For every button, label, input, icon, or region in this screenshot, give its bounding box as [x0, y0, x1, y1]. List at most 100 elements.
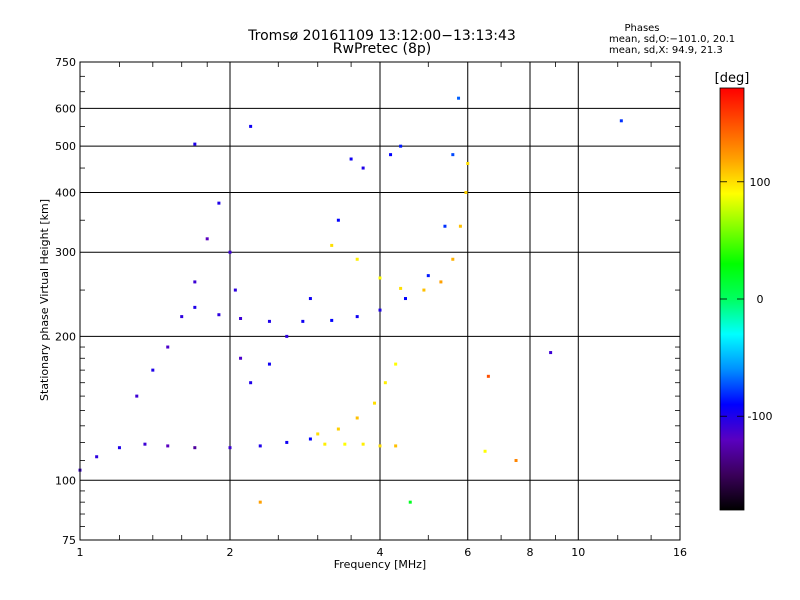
data-point-x-trace-upper	[330, 243, 334, 247]
data-point-arcs-mid-frequency	[285, 334, 289, 338]
data-point-spread-low-frequency	[180, 315, 184, 319]
data-point-spread-low-frequency	[193, 280, 197, 284]
data-point-arcs-mid-frequency	[361, 166, 365, 170]
data-point-o-trace-lower	[394, 444, 398, 448]
data-point-o-trace-lower	[361, 442, 365, 446]
data-point-o-trace-upper	[239, 316, 243, 320]
data-points	[78, 96, 623, 504]
data-point-o-trace-upper	[301, 319, 305, 323]
stats-x-line: mean, sd,X: 94.9, 21.3	[609, 45, 723, 56]
data-point-o-trace-lower	[193, 446, 197, 450]
data-point-x-trace-lower	[355, 416, 359, 420]
data-point-o-trace-lower	[323, 442, 327, 446]
data-point-spread-low-frequency	[239, 356, 243, 360]
y-tick-label: 600	[55, 102, 76, 115]
data-point-o-trace-lower	[166, 444, 170, 448]
data-point-spread-low-frequency	[233, 288, 237, 292]
x-tick-label: 16	[673, 546, 687, 559]
data-point-o-trace-lower	[228, 446, 232, 450]
data-point-spread-low-frequency	[166, 345, 170, 349]
data-point-isolated-points	[549, 351, 553, 355]
data-point-isolated-points	[249, 124, 253, 128]
data-point-o-trace-lower	[258, 444, 262, 448]
data-point-o-trace-upper	[426, 274, 430, 278]
data-point-arcs-mid-frequency	[308, 297, 312, 301]
colorbar-ticks: 100 0 -100	[720, 176, 772, 423]
data-point-x-trace-upper	[355, 257, 359, 261]
data-point-o-trace-upper	[217, 313, 221, 317]
data-point-isolated-points	[408, 500, 412, 504]
data-point-o-trace-upper	[267, 319, 271, 323]
colorbar-label: [deg]	[715, 71, 750, 86]
y-axis-ticks: 75 100 200 300 400 500 600 750	[55, 56, 680, 547]
data-point-isolated-points	[619, 119, 623, 123]
data-point-x-trace-upper	[466, 161, 470, 165]
data-point-x-trace-upper	[458, 224, 462, 228]
data-point-o-trace-lower	[95, 455, 99, 459]
data-point-spread-low-frequency	[228, 250, 232, 254]
x-tick-label: 2	[227, 546, 234, 559]
data-point-arcs-mid-frequency	[349, 157, 353, 161]
colorbar-tick-label: 0	[757, 293, 764, 306]
data-point-x-trace-upper	[451, 257, 455, 261]
data-point-o-trace-upper	[330, 318, 334, 322]
data-point-x-trace-lower	[336, 427, 340, 431]
data-point-spread-low-frequency	[217, 201, 221, 205]
data-point-o-trace-lower	[343, 442, 347, 446]
data-point-o-trace-upper	[443, 224, 447, 228]
data-point-o-trace-upper	[193, 305, 197, 309]
data-point-o-trace-upper	[355, 315, 359, 319]
data-point-arcs-mid-frequency	[336, 218, 340, 222]
data-point-isolated-points	[258, 500, 262, 504]
y-axis-title: Stationary phase Virtual Height [km]	[38, 199, 51, 401]
data-point-x-trace-upper	[399, 286, 403, 290]
data-point-x-trace-lower	[394, 362, 398, 366]
data-point-x-trace-upper	[422, 288, 426, 292]
data-point-x-trace-upper	[464, 190, 468, 194]
data-point-arcs-mid-frequency	[267, 362, 271, 366]
data-point-spread-low-frequency	[151, 368, 155, 372]
x-tick-label: 8	[527, 546, 534, 559]
data-point-o-trace-upper	[457, 96, 461, 100]
data-point-isolated-points	[486, 374, 490, 378]
chart-title: Tromsø 20161109 13:12:00−13:13:43	[247, 28, 516, 44]
x-tick-label: 6	[464, 546, 471, 559]
data-point-o-trace-upper	[378, 308, 382, 312]
data-point-spread-low-frequency	[135, 394, 139, 398]
grid	[80, 62, 680, 540]
y-tick-label: 200	[55, 330, 76, 343]
data-point-o-trace-upper	[451, 153, 455, 157]
colorbar-tick-label: -100	[748, 410, 773, 423]
data-point-arcs-mid-frequency	[249, 381, 253, 385]
x-tick-label: 1	[77, 546, 84, 559]
plot-frame	[79, 61, 681, 541]
x-tick-label: 10	[571, 546, 585, 559]
y-tick-label: 75	[62, 534, 76, 547]
data-point-o-trace-lower	[378, 444, 382, 448]
y-tick-label: 100	[55, 474, 76, 487]
data-point-x-trace-lower	[373, 401, 377, 405]
data-point-arcs-mid-frequency	[399, 144, 403, 148]
data-point-spread-low-frequency	[205, 237, 209, 241]
x-axis-ticks: 1 2 4 6 8 10 16	[77, 62, 687, 559]
data-point-arcs-mid-frequency	[389, 153, 393, 157]
y-tick-label: 400	[55, 186, 76, 199]
y-tick-label: 300	[55, 246, 76, 259]
data-point-x-trace-lower	[383, 381, 387, 385]
data-point-o-trace-lower	[143, 442, 147, 446]
data-point-isolated-points	[193, 142, 197, 146]
colorbar-tick-label: 100	[750, 176, 771, 189]
data-point-o-trace-lower	[117, 446, 121, 450]
data-point-x-trace-upper	[439, 280, 443, 284]
chart-subtitle: RwPretec (8p)	[333, 41, 431, 57]
y-tick-label: 750	[55, 56, 76, 69]
x-axis-title: Frequency [MHz]	[334, 558, 426, 571]
stats-heading: Phases	[624, 23, 659, 34]
stats-o-line: mean, sd,O:−101.0, 20.1	[609, 34, 735, 45]
x-tick-label: 4	[377, 546, 384, 559]
data-point-x-trace-upper	[378, 276, 382, 280]
data-point-o-trace-lower	[308, 437, 312, 441]
data-point-isolated-points	[483, 449, 487, 453]
data-point-isolated-points	[514, 458, 518, 462]
